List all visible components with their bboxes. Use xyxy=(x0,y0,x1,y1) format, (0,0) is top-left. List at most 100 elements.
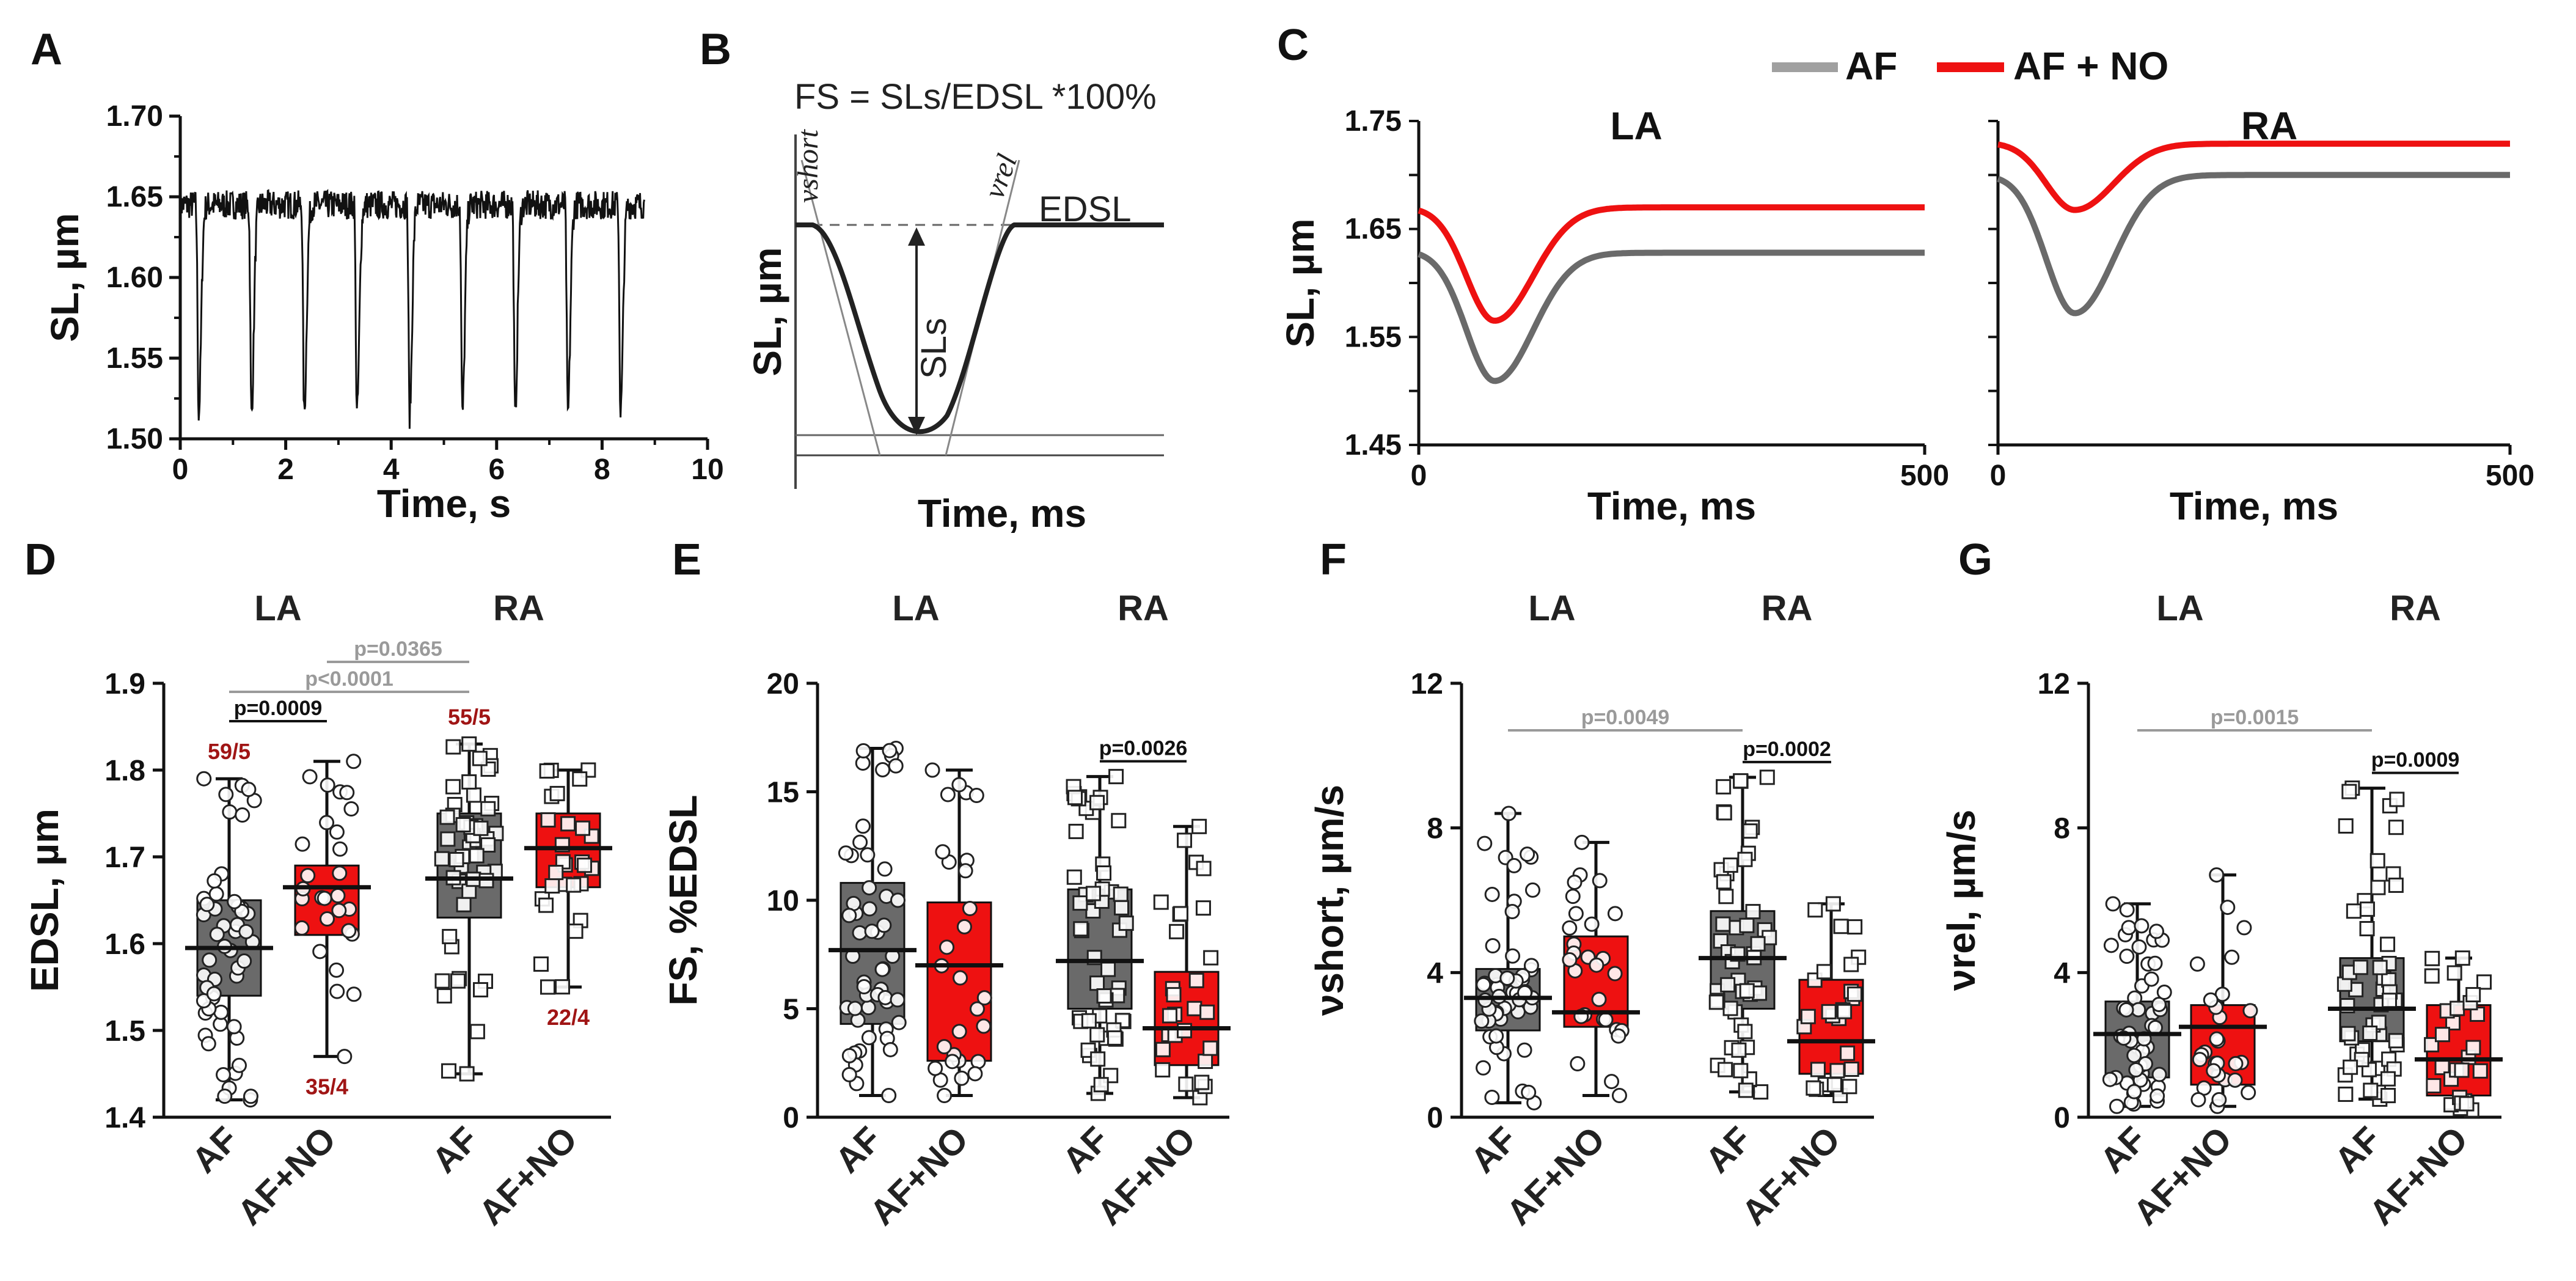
data-point xyxy=(1806,1080,1821,1096)
data-point xyxy=(888,758,904,774)
data-point xyxy=(2189,956,2205,972)
data-point xyxy=(312,944,328,960)
data-point xyxy=(473,820,489,836)
data-point xyxy=(218,787,234,802)
panel-d-n-label: 55/5 xyxy=(448,704,491,729)
data-point xyxy=(954,1070,970,1086)
data-point xyxy=(231,1057,247,1073)
data-point xyxy=(434,973,450,989)
data-point xyxy=(860,1000,876,1016)
panel-g-box-2 xyxy=(2328,780,2416,1107)
data-point xyxy=(566,877,582,893)
data-point xyxy=(533,956,549,972)
data-point xyxy=(861,1030,877,1046)
data-point xyxy=(890,992,906,1008)
data-point xyxy=(1107,1030,1122,1046)
data-point xyxy=(575,820,591,836)
data-point xyxy=(472,751,488,766)
panel-b-arrow-down xyxy=(908,417,925,435)
data-point xyxy=(1199,1004,1215,1020)
panel-g-y-tick-label: 4 xyxy=(2054,957,2070,989)
panel-c-title: LA xyxy=(1610,104,1662,148)
data-point xyxy=(2465,987,2481,1003)
panel-f-y-tick-label: 4 xyxy=(1427,957,1443,989)
data-point xyxy=(1501,806,1517,821)
data-point xyxy=(1752,985,1768,1001)
panel-f-category-label: AF+NO xyxy=(1499,1119,1612,1233)
data-point xyxy=(937,1088,953,1103)
data-point xyxy=(2151,997,2167,1013)
data-point xyxy=(924,762,940,778)
data-point xyxy=(852,834,868,850)
data-point xyxy=(2380,936,2396,952)
panel-f-box-1 xyxy=(1552,834,1640,1103)
data-point xyxy=(2109,1098,2124,1114)
data-point xyxy=(1753,1084,1769,1100)
data-point xyxy=(1073,921,1089,937)
data-point xyxy=(555,979,571,995)
panel-e-y-label: FS, %EDSL xyxy=(661,795,705,1006)
data-point xyxy=(1517,1042,1532,1058)
data-point xyxy=(2103,938,2119,953)
data-point xyxy=(1162,1008,1177,1024)
data-point xyxy=(2236,920,2252,936)
panel-e-box-0 xyxy=(829,741,917,1103)
data-point xyxy=(202,952,218,968)
panel-c-line-afno xyxy=(1418,204,1925,324)
data-point xyxy=(2446,965,2462,981)
panel-c-y-tick-label: 1.75 xyxy=(1345,105,1402,138)
data-point xyxy=(1592,873,1608,889)
data-point xyxy=(243,1088,258,1104)
data-point xyxy=(1584,916,1600,932)
panel-a-x-tick-label: 6 xyxy=(488,453,505,486)
panel-label-a: A xyxy=(31,25,62,74)
data-point xyxy=(862,901,877,917)
data-point xyxy=(2424,950,2440,966)
data-point xyxy=(461,736,477,752)
panel-label-c: C xyxy=(1277,21,1309,70)
data-point xyxy=(2388,1033,2404,1049)
data-point xyxy=(540,812,556,828)
data-point xyxy=(1607,906,1623,922)
data-point xyxy=(1177,1022,1193,1038)
panel-f-category-label: AF+NO xyxy=(1734,1119,1848,1233)
panel-a-y-tick-label: 1.70 xyxy=(106,100,163,133)
data-point xyxy=(1187,1000,1202,1016)
data-point xyxy=(1589,957,1605,973)
panel-b-arrow-up xyxy=(908,227,925,246)
data-point xyxy=(890,892,906,908)
data-point xyxy=(1520,846,1535,862)
data-point xyxy=(317,890,332,906)
panel-c-y-tick-label: 1.65 xyxy=(1345,213,1402,246)
data-point xyxy=(2143,971,2159,987)
data-point xyxy=(1720,977,1736,993)
data-point xyxy=(2338,1086,2354,1102)
data-point xyxy=(2454,950,2470,966)
panel-d-category-label: AF+NO xyxy=(471,1119,585,1233)
data-point xyxy=(436,988,452,1004)
panel-e-box-2 xyxy=(1056,769,1144,1101)
data-point xyxy=(548,865,564,881)
data-point xyxy=(241,782,257,798)
data-point xyxy=(226,1019,242,1035)
data-point xyxy=(339,785,355,801)
panel-d-box-2 xyxy=(425,736,513,1082)
data-point xyxy=(1093,1077,1109,1093)
data-point xyxy=(1739,917,1755,933)
panel-b: FS = SLs/EDSL *100% SLs EDSL νshort νrel… xyxy=(745,77,1164,535)
data-point xyxy=(1476,977,1491,993)
data-point xyxy=(1816,964,1832,980)
data-point xyxy=(2454,1062,2470,1078)
data-point xyxy=(2203,992,2219,1008)
panel-b-vrel-label: νrel xyxy=(978,150,1024,203)
panel-c-subplot-la: 1.45 1.55 1.65 1.75 0 500 Time, ms LA xyxy=(1345,104,1949,528)
data-point xyxy=(1562,920,1578,936)
panel-c-y-tick-label: 1.45 xyxy=(1345,429,1402,461)
data-point xyxy=(2380,1088,2396,1104)
data-point xyxy=(841,1048,857,1063)
panel-d-n-label: 35/4 xyxy=(306,1074,348,1099)
panel-d-y-tick-label: 1.9 xyxy=(104,668,145,700)
panel-d-box-1 xyxy=(283,754,371,1065)
panel-c-subplot-ra: 0 500 Time, ms RA xyxy=(1988,104,2534,528)
